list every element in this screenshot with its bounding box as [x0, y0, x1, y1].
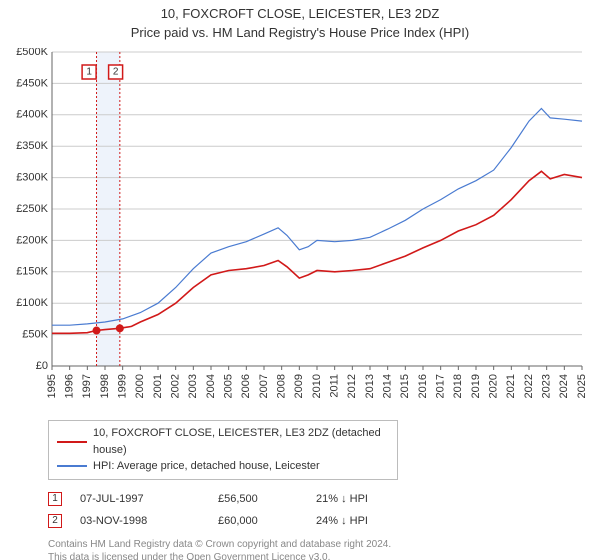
svg-text:£250K: £250K: [16, 203, 48, 215]
legend-label-price: 10, FOXCROFT CLOSE, LEICESTER, LE3 2DZ (…: [93, 425, 389, 458]
sale-list: 1 07-JUL-1997 £56,500 21% ↓ HPI 2 03-NOV-1998…: [48, 488, 578, 532]
svg-text:1997: 1997: [81, 374, 93, 398]
svg-text:£500K: £500K: [16, 48, 48, 58]
svg-text:2: 2: [113, 67, 119, 78]
svg-text:£150K: £150K: [16, 266, 48, 278]
svg-text:£350K: £350K: [16, 140, 48, 152]
svg-text:2006: 2006: [240, 374, 252, 398]
svg-text:2009: 2009: [293, 374, 305, 398]
chart-subtitle: Price paid vs. HM Land Registry's House …: [0, 23, 600, 44]
svg-text:2022: 2022: [523, 374, 535, 398]
svg-text:2008: 2008: [276, 374, 288, 398]
sale-marker: 2: [48, 514, 62, 528]
chart-svg: £0 £50K £100K £150K £200K £250K £300K £350K £400…: [10, 48, 590, 418]
attribution: Contains HM Land Registry data © Crown c…: [48, 538, 558, 560]
sale-price: £60,000: [218, 515, 298, 527]
sale-marker: 1: [48, 492, 62, 506]
svg-text:£300K: £300K: [16, 172, 48, 184]
sale-delta: 21% ↓ HPI: [316, 493, 416, 505]
svg-text:2004: 2004: [205, 374, 217, 398]
svg-text:1996: 1996: [64, 374, 76, 398]
svg-text:1999: 1999: [117, 374, 129, 398]
svg-text:2012: 2012: [346, 374, 358, 398]
svg-text:1: 1: [86, 67, 92, 78]
attribution-line2: This data is licensed under the Open Gov…: [48, 551, 558, 560]
svg-text:£450K: £450K: [16, 77, 48, 89]
svg-text:2003: 2003: [187, 374, 199, 398]
legend-label-hpi: HPI: Average price, detached house, Leic…: [93, 458, 320, 475]
svg-text:2024: 2024: [558, 374, 570, 398]
legend-swatch-hpi: [57, 465, 87, 467]
svg-text:2020: 2020: [488, 374, 500, 398]
sale-row: 1 07-JUL-1997 £56,500 21% ↓ HPI: [48, 488, 578, 510]
svg-text:2025: 2025: [576, 374, 588, 398]
svg-text:2002: 2002: [170, 374, 182, 398]
legend-row-price: 10, FOXCROFT CLOSE, LEICESTER, LE3 2DZ (…: [57, 425, 389, 458]
chart-plot: £0 £50K £100K £150K £200K £250K £300K £350K £400…: [10, 48, 590, 378]
svg-text:2018: 2018: [452, 374, 464, 398]
chart-title: 10, FOXCROFT CLOSE, LEICESTER, LE3 2DZ: [0, 0, 600, 23]
svg-text:£200K: £200K: [16, 234, 48, 246]
sale-delta: 24% ↓ HPI: [316, 515, 416, 527]
svg-text:2017: 2017: [435, 374, 447, 398]
svg-text:2016: 2016: [417, 374, 429, 398]
svg-text:2007: 2007: [258, 374, 270, 398]
svg-text:2014: 2014: [382, 374, 394, 398]
svg-text:2013: 2013: [364, 374, 376, 398]
sale-date: 07-JUL-1997: [80, 493, 200, 505]
svg-text:2021: 2021: [505, 374, 517, 398]
svg-text:2011: 2011: [329, 374, 341, 398]
sale-row: 2 03-NOV-1998 £60,000 24% ↓ HPI: [48, 510, 578, 532]
svg-text:2023: 2023: [541, 374, 553, 398]
legend: 10, FOXCROFT CLOSE, LEICESTER, LE3 2DZ (…: [48, 420, 398, 480]
svg-text:2015: 2015: [399, 374, 411, 398]
legend-row-hpi: HPI: Average price, detached house, Leic…: [57, 458, 389, 475]
svg-text:£0: £0: [36, 360, 48, 372]
attribution-line1: Contains HM Land Registry data © Crown c…: [48, 538, 558, 552]
sale-price: £56,500: [218, 493, 298, 505]
svg-text:1998: 1998: [99, 374, 111, 398]
svg-text:£100K: £100K: [16, 297, 48, 309]
svg-text:£400K: £400K: [16, 109, 48, 121]
svg-text:2010: 2010: [311, 374, 323, 398]
legend-swatch-price: [57, 441, 87, 443]
chart-footer: 10, FOXCROFT CLOSE, LEICESTER, LE3 2DZ (…: [48, 420, 578, 560]
svg-text:£50K: £50K: [22, 329, 48, 341]
svg-text:2005: 2005: [223, 374, 235, 398]
svg-text:1995: 1995: [46, 374, 58, 398]
svg-text:2019: 2019: [470, 374, 482, 398]
svg-text:2000: 2000: [134, 374, 146, 398]
sale-date: 03-NOV-1998: [80, 515, 200, 527]
svg-text:2001: 2001: [152, 374, 164, 398]
